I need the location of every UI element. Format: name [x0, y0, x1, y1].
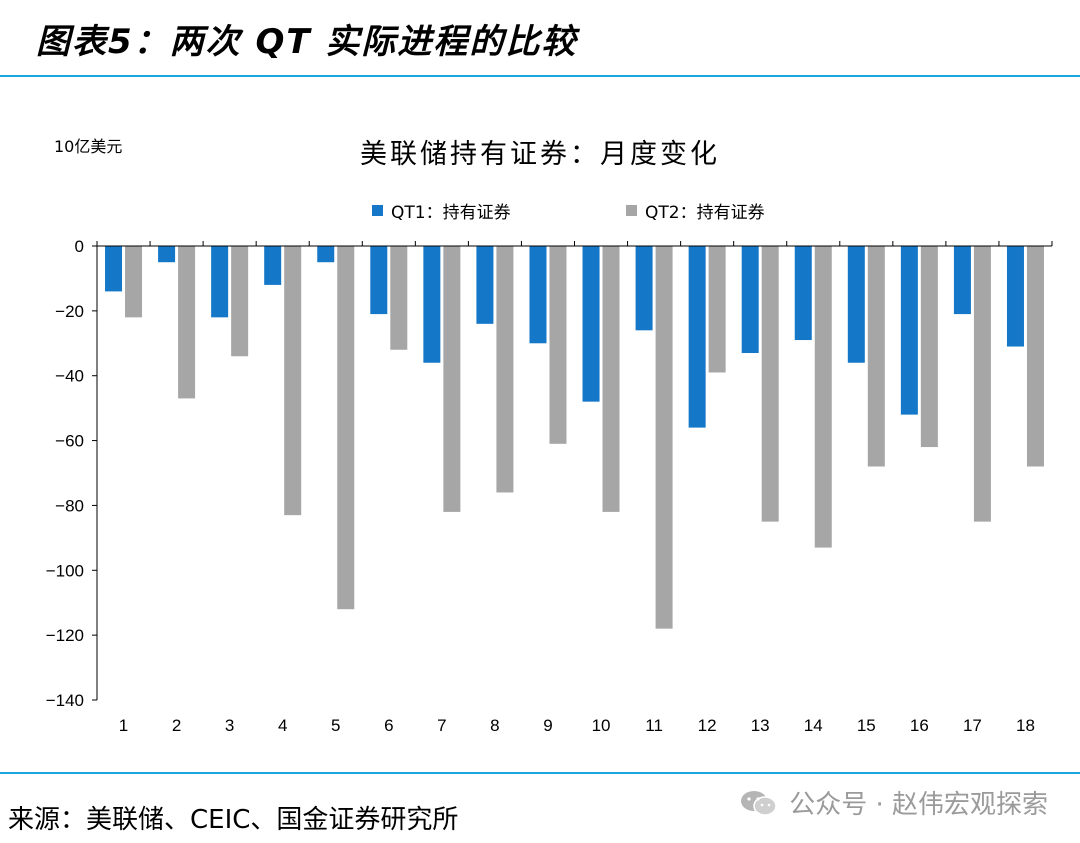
x-tick-label-11: 11 — [645, 716, 663, 735]
unit-label: 10亿美元 — [54, 137, 123, 156]
source-note: 来源：美联储、CEIC、国金证券研究所 — [8, 805, 459, 835]
bar-qt1-10 — [582, 246, 600, 402]
x-tick-label-6: 6 — [384, 716, 393, 735]
x-tick-label-7: 7 — [437, 716, 446, 735]
x-tick-label-13: 13 — [751, 716, 770, 735]
legend-item-qt1: QT1：持有证券 — [372, 198, 511, 223]
bar-qt1-8 — [476, 246, 494, 324]
y-tick-label: −60 — [55, 432, 84, 451]
bar-qt2-4 — [284, 246, 302, 516]
wechat-icon — [741, 790, 777, 816]
y-tick-label: −140 — [46, 691, 84, 710]
bar-qt2-12 — [708, 246, 726, 373]
legend-swatch-qt1 — [372, 205, 383, 216]
bar-qt2-18 — [1026, 246, 1044, 467]
bar-qt2-7 — [443, 246, 461, 512]
x-tick-label-10: 10 — [592, 716, 611, 735]
bar-qt2-9 — [549, 246, 567, 444]
bar-qt1-12 — [688, 246, 706, 428]
bar-qt1-11 — [635, 246, 653, 331]
legend-swatch-qt2 — [626, 205, 637, 216]
bar-qt1-2 — [158, 246, 176, 263]
bar-qt2-14 — [814, 246, 832, 548]
bar-qt1-5 — [317, 246, 335, 263]
x-tick-label-5: 5 — [331, 716, 340, 735]
bar-qt2-16 — [920, 246, 938, 448]
y-tick-label: −120 — [46, 626, 84, 645]
y-tick-label: −80 — [55, 496, 84, 515]
bar-qt2-10 — [602, 246, 620, 512]
x-tick-label-16: 16 — [910, 716, 929, 735]
chart-title: 美联储持有证券：月度变化 — [360, 139, 720, 170]
bar-qt2-1 — [125, 246, 143, 318]
bar-qt2-2 — [178, 246, 196, 399]
bar-qt1-18 — [1006, 246, 1024, 347]
bar-qt2-17 — [973, 246, 991, 522]
x-tick-label-15: 15 — [857, 716, 876, 735]
y-tick-label: 0 — [75, 237, 84, 256]
bar-qt1-17 — [953, 246, 971, 315]
watermark: 公众号 · 赵伟宏观探索 — [739, 784, 1048, 821]
figure-title: 图表5：两次 QT 实际进程的比较 — [36, 22, 578, 62]
watermark-text: 公众号 · 赵伟宏观探索 — [789, 790, 1048, 820]
x-tick-label-17: 17 — [963, 716, 982, 735]
bar-qt1-9 — [529, 246, 547, 344]
x-tick-label-4: 4 — [278, 716, 287, 735]
bottom-divider — [0, 772, 1080, 774]
bar-qt1-3 — [211, 246, 229, 318]
bar-qt2-6 — [390, 246, 408, 350]
legend-item-qt2: QT2：持有证券 — [626, 198, 765, 223]
bar-qt1-14 — [794, 246, 812, 341]
x-tick-label-1: 1 — [119, 716, 128, 735]
bar-qt2-13 — [761, 246, 779, 522]
y-tick-label: −40 — [55, 367, 84, 386]
bar-qt2-8 — [496, 246, 514, 493]
bar-qt2-15 — [867, 246, 885, 467]
x-tick-label-2: 2 — [172, 716, 181, 735]
bar-qt2-5 — [337, 246, 355, 610]
legend-label-qt1: QT1：持有证券 — [391, 203, 511, 223]
x-tick-label-14: 14 — [804, 716, 823, 735]
legend-label-qt2: QT2：持有证券 — [645, 203, 765, 223]
bar-qt1-7 — [423, 246, 441, 363]
x-tick-label-9: 9 — [543, 716, 552, 735]
x-tick-label-12: 12 — [698, 716, 717, 735]
x-tick-label-18: 18 — [1016, 716, 1035, 735]
bar-qt2-3 — [231, 246, 249, 357]
bar-qt1-13 — [741, 246, 759, 354]
bar-qt1-16 — [900, 246, 918, 415]
bar-qt1-1 — [105, 246, 123, 292]
y-tick-label: −20 — [55, 302, 84, 321]
bar-qt1-15 — [847, 246, 865, 363]
bar-qt1-6 — [370, 246, 388, 315]
x-tick-label-3: 3 — [225, 716, 234, 735]
y-tick-label: −100 — [46, 561, 84, 580]
bar-qt2-11 — [655, 246, 673, 629]
bar-qt1-4 — [264, 246, 282, 285]
top-divider — [0, 75, 1080, 77]
x-tick-label-8: 8 — [490, 716, 499, 735]
